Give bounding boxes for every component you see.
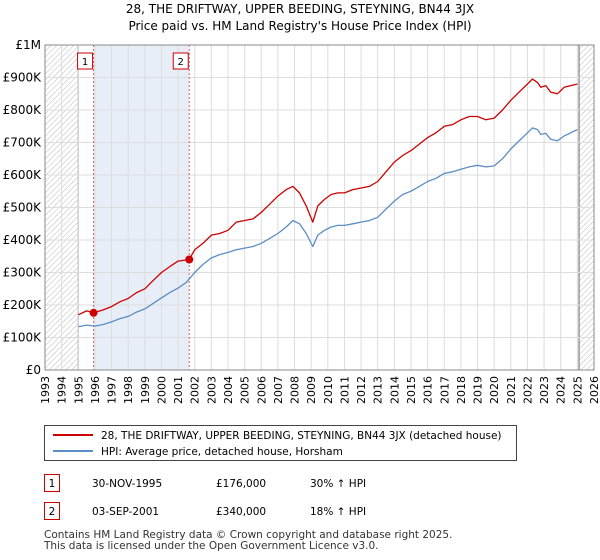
x-tick-label: 2017 (438, 376, 451, 404)
x-tick-label: 2018 (455, 376, 468, 404)
x-tick-label: 2022 (521, 376, 534, 404)
y-tick-label: £0 (26, 363, 41, 377)
transaction-price: £340,000 (216, 506, 267, 518)
x-tick-label: 2010 (322, 376, 335, 404)
transaction-price: £176,000 (216, 478, 267, 490)
x-tick-label: 1999 (139, 376, 152, 404)
series-line-property (78, 78, 578, 316)
footer-line-licence: This data is licensed under the Open Gov… (44, 540, 379, 552)
x-tick-label: 2021 (505, 376, 518, 404)
plot-border (44, 44, 595, 371)
x-tick-label: 2009 (305, 376, 318, 404)
transaction-hpi-change: 18% ↑ HPI (310, 506, 367, 518)
x-tick-label: 2013 (372, 376, 385, 404)
chart-legend: 28, THE DRIFTWAY, UPPER BEEDING, STEYNIN… (44, 425, 517, 461)
x-tick-label: 1993 (39, 376, 52, 404)
x-tick-label: 1996 (89, 376, 102, 404)
x-tick-label: 1998 (122, 376, 135, 404)
x-tick-label: 2024 (555, 376, 568, 404)
transaction-marker-badge: 1 (44, 474, 60, 492)
y-tick-label: £1M (15, 38, 41, 52)
footer-line-copyright: Contains HM Land Registry data © Crown c… (44, 529, 453, 541)
legend-swatch-blue (53, 450, 93, 452)
sale-point (185, 255, 194, 264)
x-tick-label: 2012 (355, 376, 368, 404)
x-tick-label: 2016 (422, 376, 435, 404)
x-tick-label: 2007 (272, 376, 285, 404)
x-tick-label: 2008 (289, 376, 302, 404)
x-tick-label: 1997 (106, 376, 119, 404)
x-tick-label: 2005 (239, 376, 252, 404)
y-tick-label: £800K (3, 103, 43, 117)
sale-label-text: 1 (82, 57, 88, 68)
y-tick-label: £100K (3, 331, 43, 345)
chart-subtitle: Price paid vs. HM Land Registry's House … (128, 19, 471, 33)
x-tick-label: 2002 (189, 376, 202, 404)
x-tick-label: 2025 (571, 376, 584, 404)
x-tick-label: 2015 (405, 376, 418, 404)
sale-label-box (77, 52, 94, 70)
y-tick-label: £900K (3, 71, 43, 85)
y-tick-label: £600K (3, 168, 43, 182)
transaction-hpi-change: 30% ↑ HPI (310, 478, 367, 490)
x-tick-label: 2004 (222, 376, 235, 404)
sale-point (89, 308, 98, 317)
x-tick-label: 1995 (72, 376, 85, 404)
price-chart: 28, THE DRIFTWAY, UPPER BEEDING, STEYNIN… (3, 2, 600, 404)
x-tick-label: 2019 (472, 376, 485, 404)
x-tick-label: 2026 (588, 376, 600, 404)
footer-attribution: Contains HM Land Registry data © Crown c… (44, 530, 452, 552)
x-tick-label: 2001 (172, 376, 185, 404)
legend-entry-property: 28, THE DRIFTWAY, UPPER BEEDING, STEYNIN… (53, 428, 502, 444)
sale-label-text: 2 (178, 57, 184, 68)
y-tick-label: £200K (3, 298, 43, 312)
x-tick-label: 1994 (56, 376, 69, 404)
transaction-date: 03-SEP-2001 (92, 506, 160, 518)
legend-label-hpi: HPI: Average price, detached house, Hors… (101, 446, 343, 458)
x-tick-label: 2020 (488, 376, 501, 404)
series-line-hpi (78, 127, 578, 328)
y-tick-label: £700K (3, 136, 43, 150)
x-tick-label: 2006 (255, 376, 268, 404)
transaction-date: 30-NOV-1995 (92, 478, 163, 490)
sale-label-box (172, 52, 189, 70)
legend-entry-hpi: HPI: Average price, detached house, Hors… (53, 444, 343, 460)
chart-title: 28, THE DRIFTWAY, UPPER BEEDING, STEYNIN… (126, 2, 474, 16)
x-tick-label: 2003 (205, 376, 218, 404)
legend-label-property: 28, THE DRIFTWAY, UPPER BEEDING, STEYNIN… (101, 430, 502, 442)
y-tick-label: £400K (3, 233, 43, 247)
legend-swatch-red (53, 434, 93, 436)
y-tick-label: £300K (3, 266, 43, 280)
x-tick-label: 2011 (338, 376, 351, 404)
y-tick-label: £500K (3, 201, 43, 215)
transaction-marker-badge: 2 (44, 502, 60, 520)
x-tick-label: 2014 (388, 376, 401, 404)
x-tick-label: 2023 (538, 376, 551, 404)
x-tick-label: 2000 (155, 376, 168, 404)
